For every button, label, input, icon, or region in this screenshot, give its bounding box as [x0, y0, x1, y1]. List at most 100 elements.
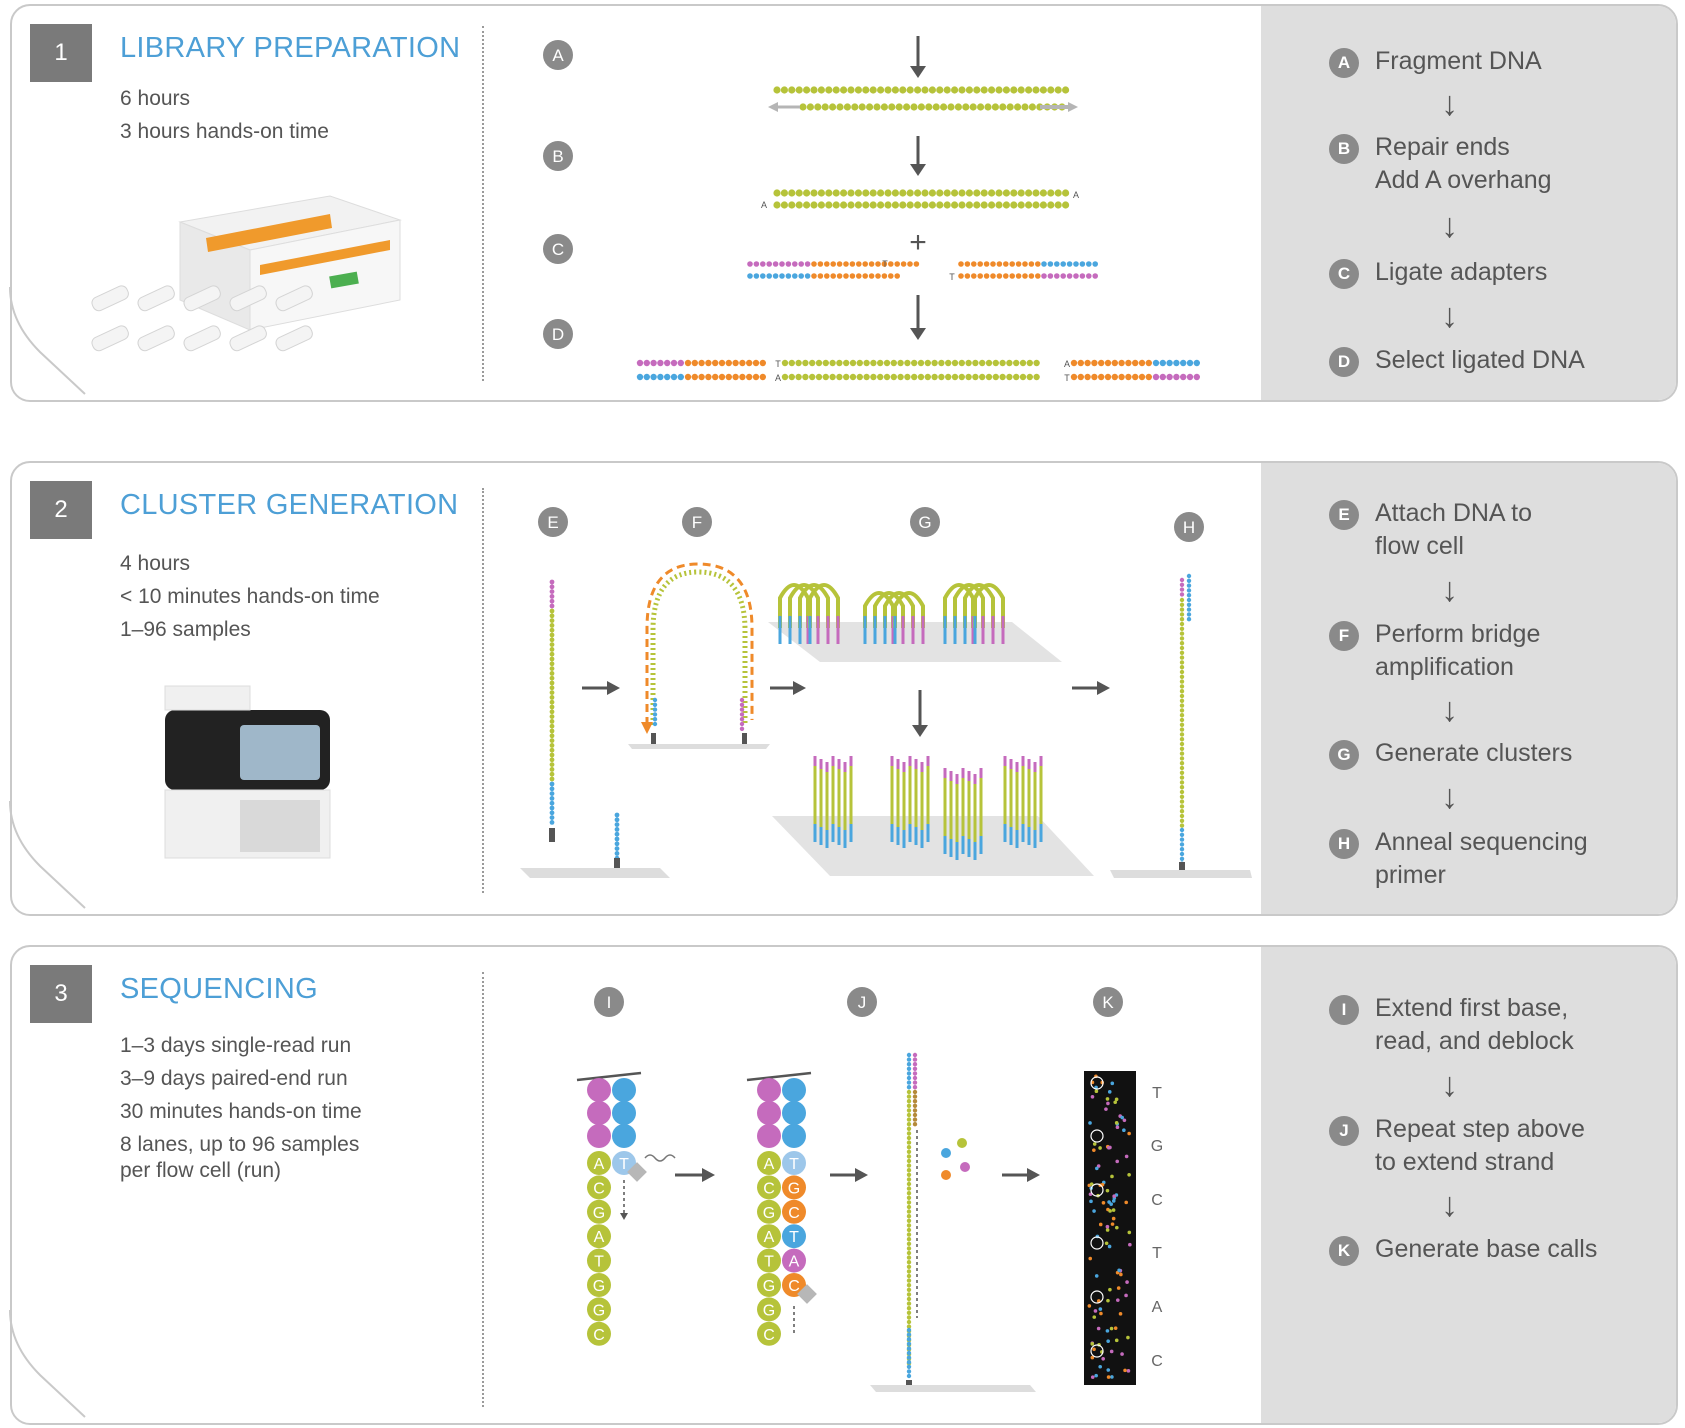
base-letter: T [764, 1254, 774, 1271]
cluster-dot [1088, 1256, 1093, 1261]
overhang-label: A [1073, 190, 1079, 200]
cluster-dot [1105, 1097, 1110, 1101]
step-label: Repair ends Add A overhang [1375, 133, 1552, 194]
dye-dot [941, 1148, 951, 1158]
ligated-strand [684, 373, 766, 381]
down-arrow-icon: ↓ [1441, 296, 1458, 335]
diagram-letter-badge [682, 507, 712, 537]
cluster-dot [1095, 1166, 1099, 1171]
cluster-dot [1099, 1311, 1103, 1316]
cluster-dot [1088, 1121, 1092, 1125]
ligated-strand [1152, 359, 1201, 367]
cluster-dot [1106, 1298, 1110, 1303]
cluster-dot [1111, 1199, 1116, 1203]
strand-j-base [757, 1199, 781, 1224]
cluster-dot [1115, 1159, 1120, 1164]
highlighted-cluster [1090, 1129, 1104, 1143]
ligated-strand [636, 373, 684, 381]
strand-j-base [782, 1224, 806, 1249]
anchor [742, 733, 747, 745]
base-call-label: C [1151, 1192, 1163, 1209]
strand-i-base [612, 1124, 636, 1148]
strand-j-base [782, 1199, 806, 1224]
strand-anchor [746, 1071, 812, 1082]
cluster-bridge [963, 583, 995, 628]
cluster-dot [1107, 1244, 1112, 1249]
section-info: 4 hours < 10 minutes hands-on time 1–96 … [120, 547, 380, 646]
cluster-dot [1098, 1146, 1102, 1150]
step-label: Extend first base, read, and deblock [1375, 994, 1574, 1055]
cluster-dot [1124, 1154, 1129, 1159]
step-letter-h: H [1329, 829, 1359, 859]
sequencing-strand [912, 1052, 918, 1090]
terminator-block [627, 1162, 647, 1182]
cluster-dot [1096, 1326, 1101, 1331]
strand-j-base [782, 1248, 806, 1273]
instrument-screen [240, 725, 320, 780]
ligated-strand [636, 359, 684, 367]
overhang-label: A [761, 200, 767, 210]
cluster-bridge [778, 583, 810, 628]
cluster-bridge [973, 583, 1005, 628]
base-call-label: T [1152, 1085, 1162, 1102]
flow-cell-surface [768, 622, 1062, 662]
base-letter: G [763, 1278, 775, 1295]
diagram-letter: G [918, 513, 931, 532]
highlighted-cluster [1090, 1344, 1104, 1358]
strand-j-base [757, 1078, 781, 1102]
dotted-divider [482, 26, 484, 381]
primer-strand [1179, 597, 1185, 828]
cluster-dot [1107, 1090, 1112, 1094]
base-letter: A [764, 1229, 775, 1246]
base-letter: C [763, 1327, 775, 1344]
step-label: Generate clusters [1375, 739, 1573, 767]
primer-strand [1179, 827, 1185, 866]
flow-cell-surface [520, 868, 670, 878]
anchor [1179, 862, 1185, 874]
cluster-dot [1112, 1194, 1116, 1199]
strand-j-base [757, 1124, 781, 1148]
cluster-dot [1109, 1349, 1114, 1354]
reagent-tube [229, 325, 267, 352]
cluster-dot [1090, 1342, 1095, 1346]
cluster-dot [1116, 1286, 1121, 1290]
step-letter-k: K [1329, 1236, 1359, 1266]
cluster-dot [1094, 1373, 1098, 1378]
arrow-head [702, 1168, 715, 1182]
base-letter: T [619, 1156, 629, 1173]
sequencing-strand [906, 1327, 912, 1379]
arrow-head [793, 681, 806, 695]
anchor [651, 733, 656, 745]
step-label: Ligate adapters [1375, 258, 1548, 286]
cluster-dot [1110, 1222, 1115, 1226]
base-call-label: A [1152, 1299, 1163, 1316]
cluster-dot [1115, 1225, 1119, 1230]
diagram-letter: F [692, 513, 702, 532]
step-label: Repeat step above to extend strand [1375, 1115, 1585, 1176]
down-arrow-icon: ↓ [1441, 570, 1458, 609]
cluster-dot [1125, 1280, 1129, 1284]
instrument-door [240, 800, 320, 852]
cluster-image [1084, 1071, 1136, 1385]
plus-sign: + [909, 226, 927, 259]
section-info: 6 hours 3 hours hands-on time [120, 82, 329, 148]
dotted-divider [482, 488, 484, 893]
cluster-dot [1105, 1228, 1110, 1232]
diagram-letter: E [547, 513, 558, 532]
strand-i-base [587, 1101, 611, 1125]
adapter-strand [1041, 273, 1098, 279]
step-number-badge: 3 [30, 965, 92, 1023]
strand-i-base [587, 1151, 611, 1175]
base-letter: G [763, 1302, 775, 1319]
strand-i-base [587, 1321, 611, 1346]
step-letter-b: B [1329, 134, 1359, 164]
step-label: Anneal sequencing primer [1375, 828, 1588, 889]
strand-j-base [757, 1175, 781, 1200]
cluster-dot [1094, 1274, 1099, 1278]
info-line: 4 hours [120, 552, 191, 575]
cluster-bridge [798, 583, 830, 628]
strand-j-base [782, 1151, 806, 1175]
terminator-block [797, 1284, 817, 1304]
base-letter: A [764, 1156, 775, 1173]
